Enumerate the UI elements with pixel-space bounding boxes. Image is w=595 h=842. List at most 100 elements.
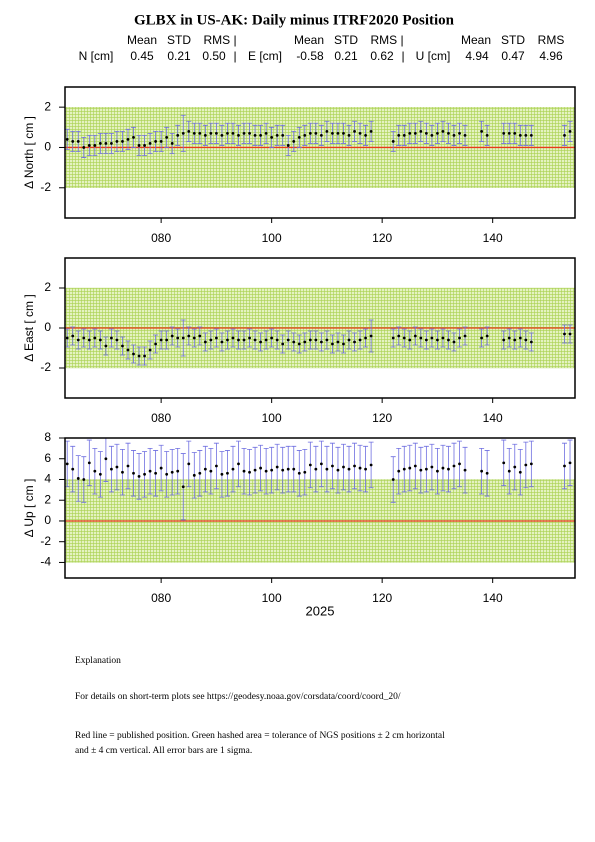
- data-point: [419, 468, 423, 472]
- data-point: [563, 332, 566, 336]
- data-point: [87, 144, 91, 147]
- data-point: [192, 336, 196, 340]
- y-tick-label: 6: [44, 451, 51, 465]
- data-point: [424, 467, 428, 471]
- stats-cell: |: [401, 49, 404, 63]
- data-point: [430, 133, 434, 137]
- data-point: [143, 144, 146, 147]
- x-tick-label: 140: [483, 411, 503, 425]
- data-point: [154, 342, 158, 346]
- data-point: [391, 140, 395, 143]
- data-point: [518, 133, 522, 137]
- x-tick-label: 100: [262, 411, 282, 425]
- data-point: [308, 131, 312, 135]
- data-point: [568, 332, 572, 336]
- data-point: [104, 344, 108, 348]
- data-point: [253, 338, 257, 342]
- y-axis-label: Δ Up [ cm ]: [22, 479, 36, 538]
- data-point: [430, 465, 434, 469]
- data-point: [342, 342, 345, 346]
- stats-header: STD: [501, 33, 525, 47]
- data-point: [192, 131, 196, 135]
- data-point: [303, 340, 307, 344]
- data-point: [137, 144, 141, 147]
- stats-header: STD: [334, 33, 358, 47]
- data-point: [259, 466, 263, 470]
- data-point: [76, 140, 80, 143]
- data-point: [121, 344, 124, 348]
- data-point: [452, 340, 456, 344]
- data-point: [319, 133, 323, 137]
- data-point: [292, 340, 296, 344]
- data-point: [98, 338, 102, 342]
- data-point: [563, 133, 566, 137]
- stats-cell: 4.96: [539, 49, 563, 63]
- y-tick-label: 0: [44, 320, 51, 334]
- data-point: [436, 131, 439, 135]
- data-point: [237, 338, 240, 342]
- data-point: [259, 340, 263, 344]
- data-point: [513, 338, 517, 342]
- data-point: [115, 338, 119, 342]
- data-point: [308, 338, 312, 342]
- stats-header: Mean: [294, 33, 324, 47]
- data-point: [270, 336, 274, 340]
- data-point: [408, 131, 412, 135]
- data-point: [198, 131, 202, 135]
- data-point: [436, 338, 439, 342]
- stats-cell: 0.21: [334, 49, 358, 63]
- data-point: [121, 140, 124, 143]
- data-point: [209, 131, 213, 135]
- x-tick-label: 100: [262, 231, 282, 245]
- data-point: [104, 457, 108, 461]
- data-point: [242, 131, 246, 135]
- data-point: [87, 338, 91, 342]
- data-point: [248, 470, 251, 474]
- data-point: [132, 471, 135, 475]
- data-point: [259, 133, 263, 137]
- plot-frame: [64, 437, 576, 579]
- data-point: [529, 133, 533, 137]
- data-point: [507, 131, 511, 135]
- data-point: [214, 131, 218, 135]
- data-point: [115, 140, 119, 143]
- data-point: [231, 467, 235, 471]
- data-point: [110, 142, 113, 145]
- y-tick-label: 4: [44, 472, 51, 486]
- data-point: [353, 340, 356, 344]
- data-point: [568, 461, 572, 465]
- data-point: [220, 133, 224, 137]
- data-point: [165, 338, 169, 342]
- data-point: [281, 133, 285, 137]
- y-tick-label: 0: [44, 140, 51, 154]
- stats-header: RMS |: [203, 33, 236, 47]
- data-point: [397, 133, 401, 137]
- data-point: [524, 133, 528, 137]
- data-point: [253, 133, 257, 137]
- note: and ± 4 cm vertical. All error bars are …: [75, 746, 252, 756]
- data-point: [203, 467, 207, 471]
- data-point: [203, 133, 207, 137]
- data-point: [93, 469, 97, 473]
- data-point: [297, 471, 301, 475]
- data-point: [220, 340, 224, 344]
- data-point: [237, 462, 240, 466]
- data-point: [148, 469, 152, 473]
- data-point: [71, 334, 75, 338]
- data-point: [159, 140, 163, 143]
- stats-cell: -0.58: [296, 49, 324, 63]
- data-point: [336, 468, 340, 472]
- data-point: [275, 133, 279, 137]
- data-point: [447, 467, 450, 471]
- data-point: [441, 466, 445, 470]
- data-point: [419, 129, 423, 133]
- stats-cell: 0.50: [202, 49, 226, 63]
- data-point: [342, 131, 345, 135]
- data-point: [137, 354, 141, 358]
- data-point: [65, 336, 69, 340]
- data-point: [480, 469, 484, 473]
- data-point: [126, 348, 130, 352]
- data-point: [424, 338, 428, 342]
- x-tick-label: 080: [151, 411, 171, 425]
